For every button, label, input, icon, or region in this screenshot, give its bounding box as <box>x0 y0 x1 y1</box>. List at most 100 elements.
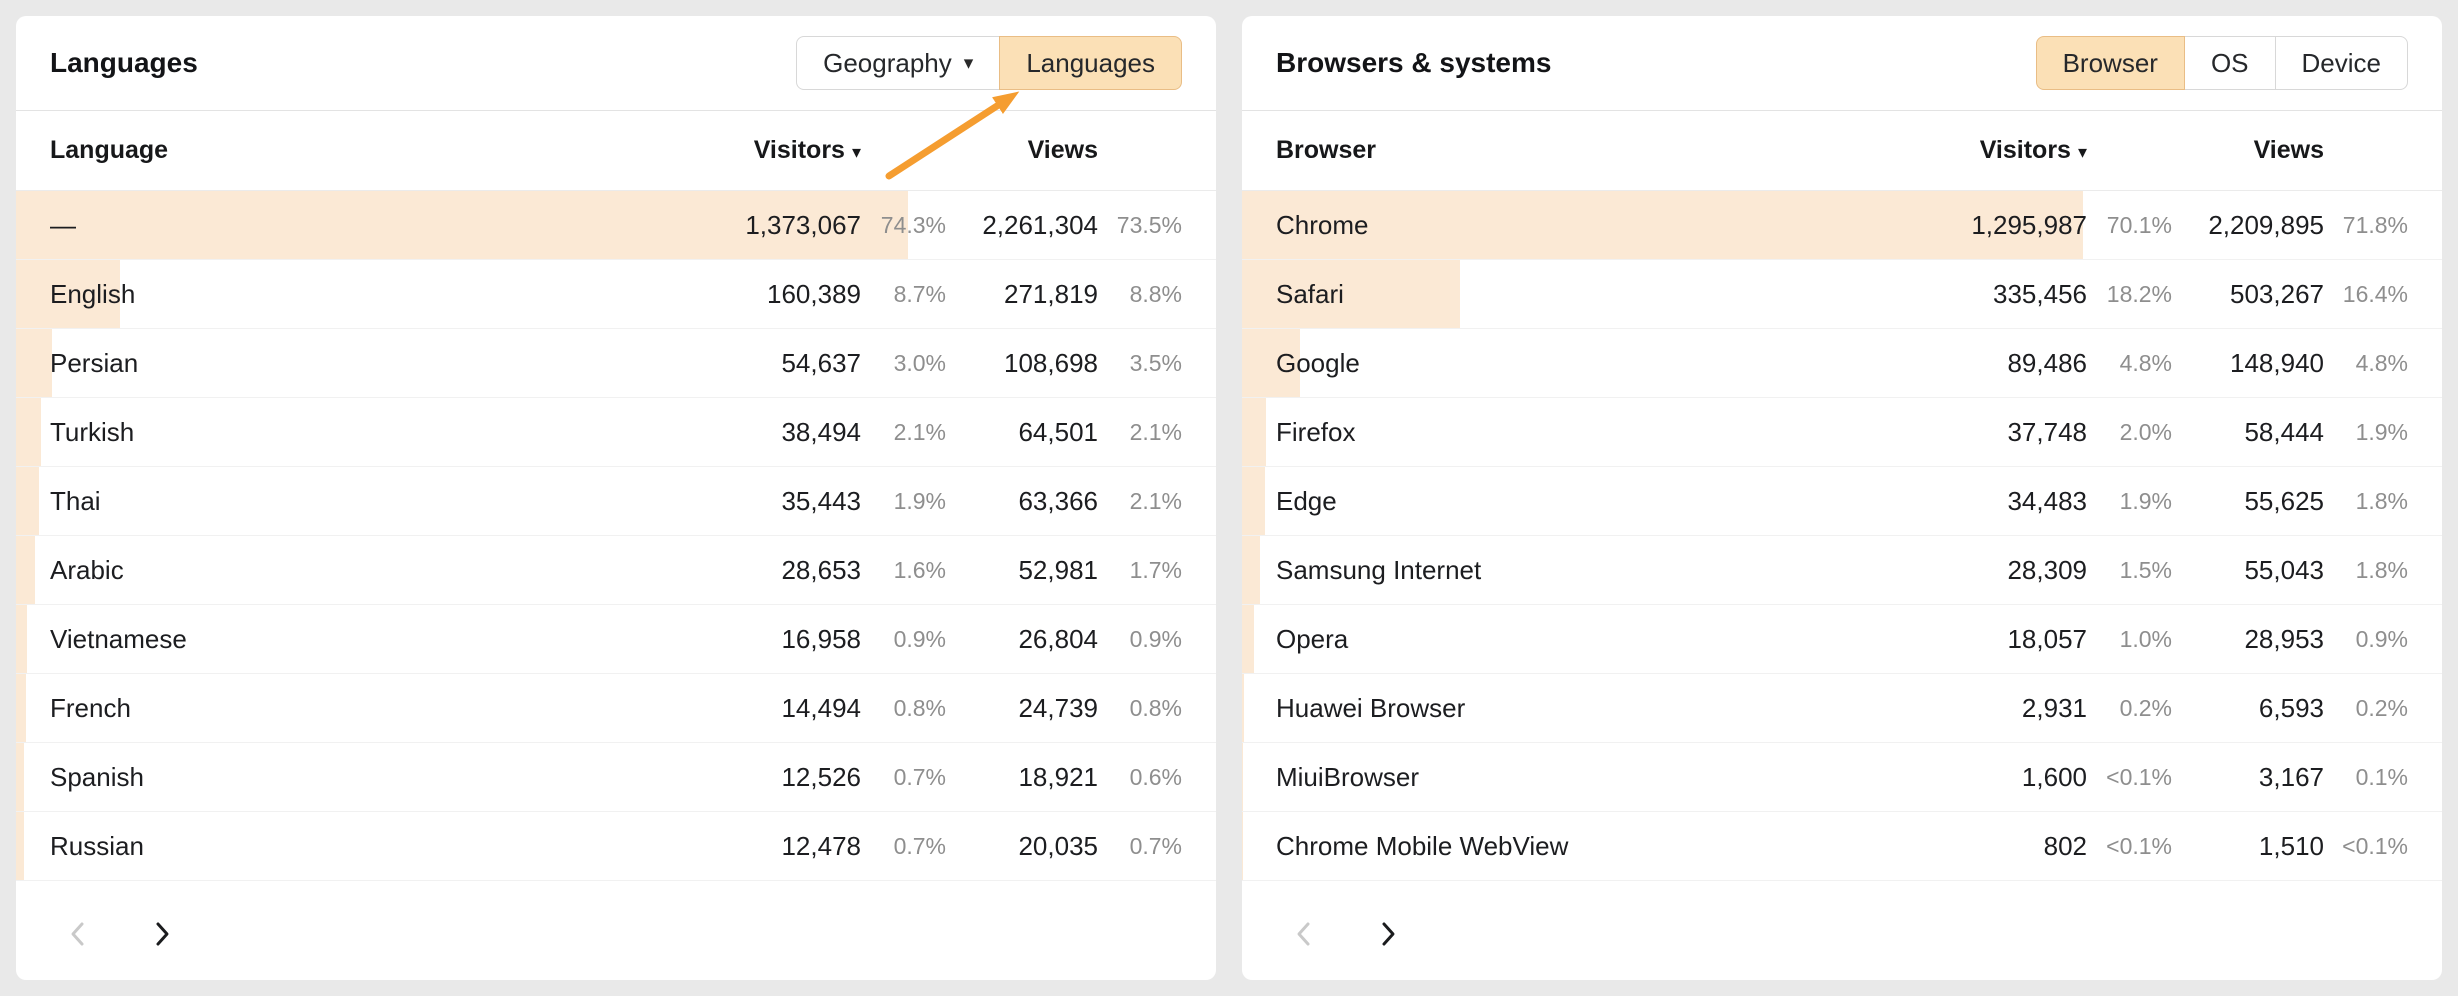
languages-panel-header: Languages Geography ▾ Languages <box>16 16 1216 111</box>
table-row[interactable]: Safari 335,456 18.2% 503,267 16.4% <box>1242 260 2442 329</box>
browser-button-label: Browser <box>2062 47 2158 78</box>
column-header-views[interactable]: Views <box>2253 136 2324 164</box>
prev-page-button[interactable] <box>56 912 100 956</box>
table-row[interactable]: English 160,389 8.7% 271,819 8.8% <box>16 260 1216 329</box>
cell-views-pct: 4.8% <box>2355 349 2408 376</box>
cell-visitors: 12,478 <box>781 830 861 861</box>
share-bar <box>16 812 25 880</box>
device-button-label: Device <box>2301 47 2381 78</box>
table-header: Language Visitors ▾ Views <box>16 111 1216 191</box>
table-row[interactable]: French 14,494 0.8% 24,739 0.8% <box>16 674 1216 743</box>
sort-caret-icon: ▾ <box>2077 142 2087 162</box>
share-bar <box>1242 329 1300 397</box>
column-header-language[interactable]: Language <box>50 136 169 164</box>
cell-views: 1,510 <box>2258 830 2324 861</box>
share-bar <box>16 260 121 328</box>
os-tab-button[interactable]: OS <box>2183 36 2276 90</box>
cell-visitors-pct: 3.0% <box>893 349 946 376</box>
cell-visitors-pct: 74.3% <box>880 211 946 238</box>
table-row[interactable]: Turkish 38,494 2.1% 64,501 2.1% <box>16 398 1216 467</box>
cell-visitors-pct: 2.0% <box>2119 418 2172 445</box>
cell-name: Safari <box>1276 278 1344 309</box>
share-bar <box>1242 674 1245 742</box>
visitors-header-label: Visitors <box>753 136 845 164</box>
cell-views: 3,167 <box>2258 761 2324 792</box>
cell-name: French <box>50 692 131 723</box>
cell-views-pct: 8.8% <box>1129 280 1182 307</box>
cell-visitors: 16,958 <box>781 623 861 654</box>
cell-name: Samsung Internet <box>1276 554 1482 585</box>
table-row[interactable]: Vietnamese 16,958 0.9% 26,804 0.9% <box>16 605 1216 674</box>
cell-views-pct: 3.5% <box>1129 349 1182 376</box>
cell-name: Firefox <box>1276 416 1356 447</box>
share-bar <box>16 398 42 466</box>
browsers-panel-header: Browsers & systems Browser OS Device <box>1242 16 2442 111</box>
cell-views-pct: <0.1% <box>2342 832 2408 859</box>
cell-views: 24,739 <box>1018 692 1098 723</box>
table-row[interactable]: Spanish 12,526 0.7% 18,921 0.6% <box>16 743 1216 812</box>
cell-visitors-pct: 4.8% <box>2119 349 2172 376</box>
table-row[interactable]: Huawei Browser 2,931 0.2% 6,593 0.2% <box>1242 674 2442 743</box>
table-row[interactable]: Opera 18,057 1.0% 28,953 0.9% <box>1242 605 2442 674</box>
cell-visitors: 37,748 <box>2007 416 2087 447</box>
device-tab-button[interactable]: Device <box>2274 36 2408 90</box>
share-bar <box>16 467 39 535</box>
browser-tab-button[interactable]: Browser <box>2035 36 2185 90</box>
next-page-button[interactable] <box>1366 912 1410 956</box>
table-row[interactable]: Edge 34,483 1.9% 55,625 1.8% <box>1242 467 2442 536</box>
geography-languages-toggle-group: Geography ▾ Languages <box>796 36 1182 90</box>
column-header-visitors[interactable]: Visitors ▾ <box>641 136 861 165</box>
cell-views-pct: 0.2% <box>2355 694 2408 721</box>
chevron-left-icon <box>1297 922 1310 946</box>
browsers-table-body: Chrome 1,295,987 70.1% 2,209,895 71.8% S… <box>1242 191 2442 881</box>
table-row[interactable]: Firefox 37,748 2.0% 58,444 1.9% <box>1242 398 2442 467</box>
cell-views: 6,593 <box>2258 692 2324 723</box>
table-row[interactable]: Thai 35,443 1.9% 63,366 2.1% <box>16 467 1216 536</box>
cell-visitors-pct: 0.9% <box>893 625 946 652</box>
table-row[interactable]: Samsung Internet 28,309 1.5% 55,043 1.8% <box>1242 536 2442 605</box>
column-header-browser[interactable]: Browser <box>1276 136 1377 164</box>
languages-button[interactable]: Languages <box>999 36 1182 90</box>
cell-visitors: 12,526 <box>781 761 861 792</box>
cell-visitors: 35,443 <box>781 485 861 516</box>
cell-views-pct: 2.1% <box>1129 418 1182 445</box>
next-page-button[interactable] <box>140 912 184 956</box>
share-bar <box>1242 536 1260 604</box>
cell-views: 20,035 <box>1018 830 1098 861</box>
cell-visitors-pct: 70.1% <box>2106 211 2172 238</box>
cell-visitors: 89,486 <box>2007 347 2087 378</box>
cell-name: Chrome Mobile WebView <box>1276 830 1569 861</box>
cell-visitors-pct: 1.0% <box>2119 625 2172 652</box>
cell-views: 271,819 <box>1004 278 1098 309</box>
cell-visitors-pct: 18.2% <box>2106 280 2172 307</box>
table-row[interactable]: Chrome Mobile WebView 802 <0.1% 1,510 <0… <box>1242 812 2442 881</box>
table-row[interactable]: Persian 54,637 3.0% 108,698 3.5% <box>16 329 1216 398</box>
table-row[interactable]: MiuiBrowser 1,600 <0.1% 3,167 0.1% <box>1242 743 2442 812</box>
column-header-visitors[interactable]: Visitors ▾ <box>1867 136 2087 165</box>
cell-views-pct: 1.7% <box>1129 556 1182 583</box>
panel-title: Languages <box>50 47 198 78</box>
table-row[interactable]: Russian 12,478 0.7% 20,035 0.7% <box>16 812 1216 881</box>
share-bar <box>16 605 27 673</box>
chevron-left-icon <box>71 922 84 946</box>
cell-visitors: 1,600 <box>2021 761 2087 792</box>
languages-panel: Languages Geography ▾ Languages Language… <box>16 16 1216 980</box>
cell-views: 26,804 <box>1018 623 1098 654</box>
table-row[interactable]: — 1,373,067 74.3% 2,261,304 73.5% <box>16 191 1216 260</box>
geography-dropdown-button[interactable]: Geography ▾ <box>796 36 1001 90</box>
prev-page-button[interactable] <box>1282 912 1326 956</box>
cell-visitors: 802 <box>2043 830 2087 861</box>
share-bar <box>16 536 36 604</box>
cell-views-pct: 71.8% <box>2342 211 2408 238</box>
os-button-label: OS <box>2210 47 2249 78</box>
table-row[interactable]: Google 89,486 4.8% 148,940 4.8% <box>1242 329 2442 398</box>
cell-visitors: 14,494 <box>781 692 861 723</box>
cell-views-pct: 16.4% <box>2342 280 2408 307</box>
languages-button-label: Languages <box>1026 47 1155 78</box>
column-header-views[interactable]: Views <box>1027 136 1098 164</box>
cell-views-pct: 1.8% <box>2355 487 2408 514</box>
table-row[interactable]: Arabic 28,653 1.6% 52,981 1.7% <box>16 536 1216 605</box>
share-bar <box>1242 260 1461 328</box>
table-row[interactable]: Chrome 1,295,987 70.1% 2,209,895 71.8% <box>1242 191 2442 260</box>
